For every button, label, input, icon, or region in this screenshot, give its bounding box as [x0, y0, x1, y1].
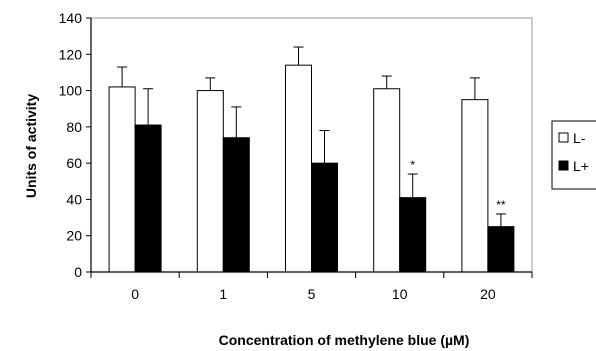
bar-l-minus: [285, 64, 312, 273]
y-tick-label: 0: [74, 264, 82, 280]
legend-box: [551, 120, 596, 190]
x-axis: 0 1 5 10 20: [90, 271, 533, 302]
y-axis: 0 20 40 60 80 100 120 140: [59, 10, 92, 280]
legend-swatch: [558, 160, 569, 171]
x-tick-label: 10: [392, 286, 408, 302]
legend-swatch: [558, 132, 569, 143]
legend-label: L-: [573, 130, 586, 146]
legend: L- L+: [551, 120, 596, 190]
y-tick-label: 60: [66, 155, 82, 171]
bar-l-minus: [108, 86, 136, 273]
bar-l-plus: [487, 226, 515, 273]
y-tick-label: 100: [59, 83, 83, 99]
y-axis-title: Units of activity: [23, 94, 39, 198]
legend-label: L+: [573, 158, 589, 174]
y-tick-label: 20: [66, 228, 82, 244]
x-tick-label: 20: [480, 286, 496, 302]
y-tick-label: 40: [66, 191, 82, 207]
y-tick-label: 140: [59, 10, 83, 26]
significance-label: *: [410, 158, 415, 172]
bar-l-plus: [134, 124, 162, 273]
significance-label: **: [496, 198, 506, 212]
plot-area: ***: [90, 17, 533, 273]
y-tick-label: 120: [59, 46, 83, 62]
bar-l-minus: [373, 88, 401, 273]
bar-l-plus: [399, 197, 427, 273]
y-tick-label: 80: [66, 119, 82, 135]
x-axis-title: Concentration of methylene blue (µM): [219, 332, 470, 348]
bar-l-minus: [196, 90, 224, 273]
bar-l-plus: [311, 162, 338, 273]
x-tick-label: 5: [308, 286, 316, 302]
bar-l-minus: [461, 99, 489, 273]
bar-l-plus: [222, 137, 250, 273]
x-tick-label: 0: [131, 286, 139, 302]
x-tick-label: 1: [219, 286, 227, 302]
